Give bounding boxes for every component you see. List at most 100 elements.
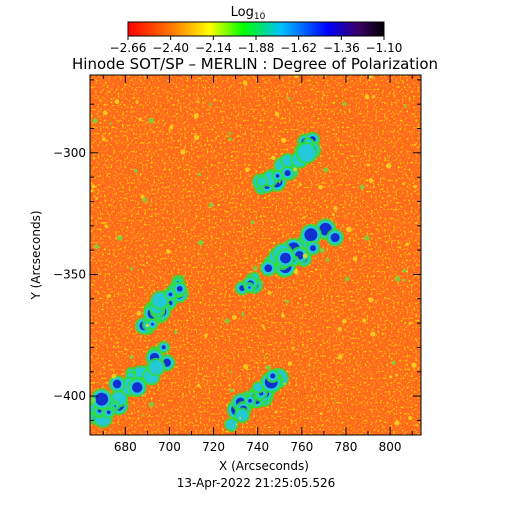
- speckle: [138, 117, 142, 122]
- speckle: [114, 99, 120, 104]
- speckle: [229, 388, 234, 393]
- plot-frame: [89, 74, 422, 436]
- speckle: [405, 242, 409, 247]
- speckle: [173, 330, 178, 334]
- speckle: [403, 104, 407, 108]
- speckle: [180, 149, 186, 155]
- feature-mid: [236, 409, 248, 422]
- feature-core: [150, 322, 154, 326]
- speckle: [366, 163, 370, 167]
- speckle: [140, 194, 145, 199]
- x-tick-label: 760: [290, 440, 313, 454]
- colorbar-title: Log10: [231, 5, 266, 22]
- speckle: [229, 370, 233, 374]
- speckle: [285, 299, 290, 304]
- feature-mid: [148, 359, 164, 375]
- speckle: [402, 182, 406, 186]
- speckle: [394, 276, 401, 282]
- speckle: [263, 355, 266, 358]
- speckle: [336, 380, 339, 384]
- speckle: [117, 235, 123, 241]
- speckle: [414, 143, 417, 146]
- speckle: [364, 235, 370, 241]
- speckle: [243, 364, 249, 370]
- speckle: [337, 354, 343, 360]
- y-tick-label: −350: [53, 267, 86, 281]
- speckle: [388, 375, 393, 379]
- colorbar-tick-label: −2.14: [195, 41, 232, 55]
- speckle: [294, 75, 299, 79]
- x-tick-label: 720: [202, 440, 225, 454]
- speckle: [352, 256, 358, 262]
- speckle: [252, 266, 258, 272]
- feature-core: [95, 392, 109, 406]
- feature-core: [248, 399, 252, 403]
- y-axis-label: Y (Arcseconds): [29, 210, 43, 300]
- heatmap-image: [90, 75, 421, 435]
- speckle: [322, 94, 326, 97]
- speckle: [402, 268, 407, 273]
- speckle: [102, 137, 106, 142]
- feature-core: [248, 286, 251, 289]
- speckle: [135, 100, 139, 104]
- speckle: [359, 184, 365, 190]
- speckle: [323, 167, 329, 173]
- timestamp: 13-Apr-2022 21:25:05.526: [177, 476, 336, 490]
- speckle: [319, 248, 325, 254]
- speckle: [371, 95, 376, 99]
- speckle: [402, 278, 406, 282]
- speckle: [369, 75, 374, 79]
- speckle: [95, 197, 98, 200]
- x-tick-label: 780: [335, 440, 358, 454]
- speckle: [173, 238, 176, 241]
- x-axis-label: X (Arcseconds): [219, 459, 309, 473]
- speckle: [309, 365, 312, 367]
- speckle: [224, 318, 230, 324]
- speckle: [242, 80, 248, 86]
- speckle: [271, 155, 276, 160]
- speckle: [90, 397, 97, 404]
- colorbar-tick-label: −2.66: [110, 41, 147, 55]
- speckle: [395, 373, 399, 377]
- speckle: [362, 318, 367, 323]
- speckle: [408, 321, 412, 325]
- colorbar-tick-label: −2.40: [152, 41, 189, 55]
- speckle: [145, 323, 149, 328]
- speckle: [334, 399, 337, 402]
- speckle: [107, 293, 112, 298]
- colorbar-ticks: −2.66 −2.40 −2.14 −1.88 −1.62 −1.36 −1.10: [110, 36, 402, 55]
- speckle: [274, 111, 280, 117]
- speckle: [136, 310, 142, 316]
- speckle: [391, 360, 396, 365]
- colorbar: [127, 21, 385, 37]
- feature-core: [270, 373, 276, 379]
- speckle: [287, 361, 293, 366]
- speckle: [148, 401, 155, 408]
- speckle: [267, 290, 272, 295]
- feature-core: [264, 264, 273, 273]
- speckle: [303, 216, 306, 219]
- speckle: [318, 184, 323, 190]
- speckle: [293, 167, 297, 172]
- speckle: [416, 424, 419, 427]
- speckle: [386, 157, 389, 160]
- x-tick-label: 740: [246, 440, 269, 454]
- speckle: [146, 153, 149, 156]
- speckle: [102, 110, 108, 116]
- speckle: [111, 373, 117, 379]
- speckle: [394, 420, 400, 426]
- speckle: [193, 113, 199, 119]
- speckle: [92, 118, 98, 124]
- speckle: [94, 244, 100, 249]
- speckle: [385, 163, 392, 169]
- speckle: [293, 269, 299, 274]
- speckle: [364, 94, 370, 100]
- x-tick-label: 800: [379, 440, 402, 454]
- y-tick-label: −300: [53, 146, 86, 160]
- speckle: [148, 117, 154, 124]
- speckle: [346, 226, 352, 233]
- speckle: [331, 213, 335, 216]
- speckle: [228, 137, 232, 141]
- feature-mid: [226, 419, 237, 430]
